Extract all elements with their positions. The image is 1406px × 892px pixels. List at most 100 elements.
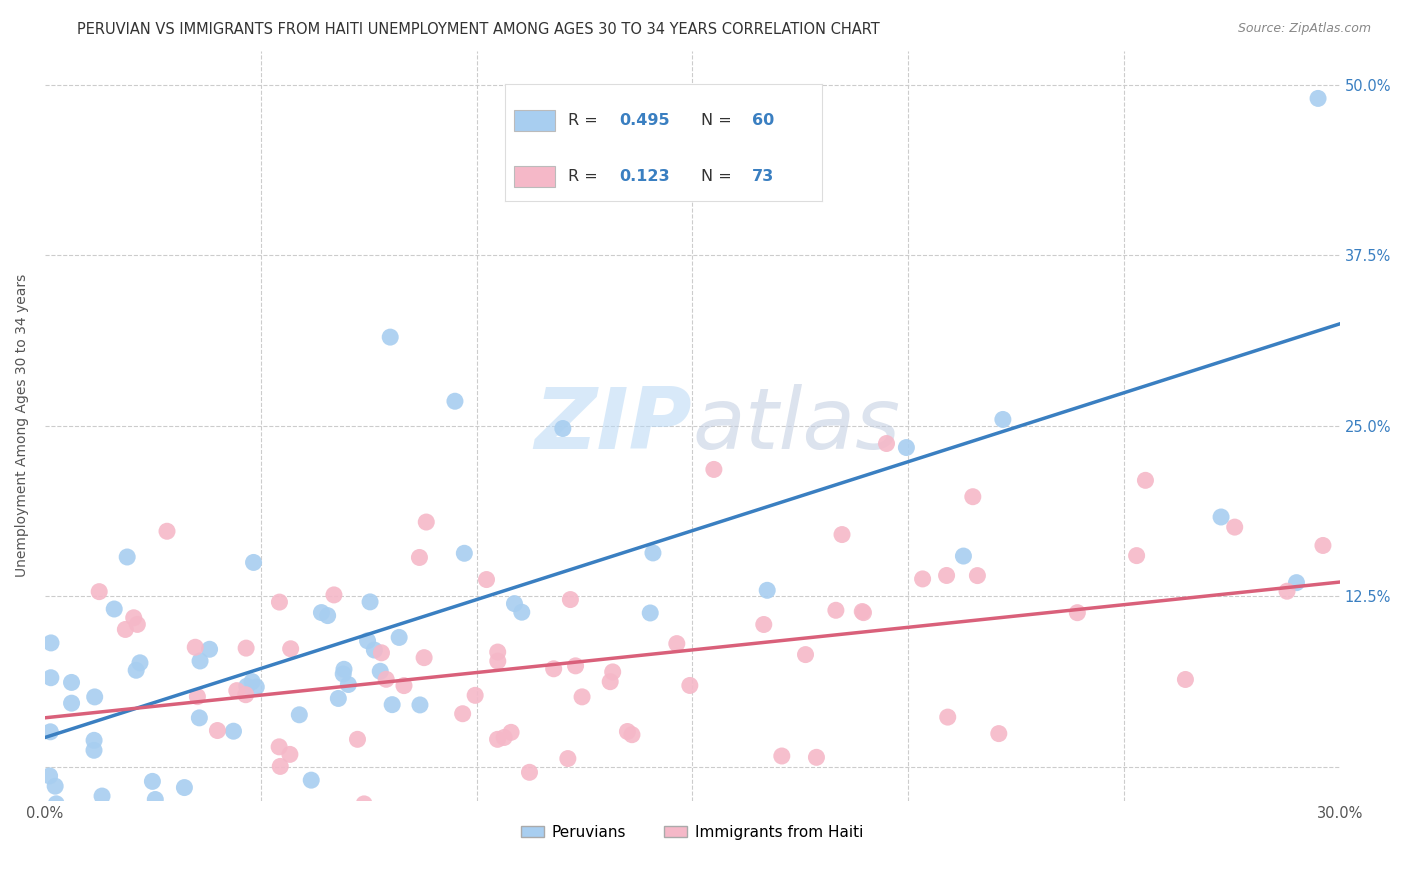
Point bbox=[60, 675, 83, 690]
Point bbox=[380, 330, 402, 344]
Point bbox=[1135, 473, 1157, 487]
Point bbox=[501, 725, 523, 739]
Point bbox=[323, 588, 346, 602]
Point bbox=[44, 779, 66, 793]
Point bbox=[114, 623, 136, 637]
Point bbox=[39, 724, 62, 739]
Point bbox=[38, 769, 60, 783]
Point bbox=[115, 549, 138, 564]
Point bbox=[60, 696, 83, 710]
Point bbox=[89, 584, 111, 599]
Point bbox=[337, 677, 360, 691]
Point bbox=[794, 648, 817, 662]
Point bbox=[679, 678, 702, 692]
Point bbox=[316, 608, 339, 623]
Point bbox=[198, 642, 221, 657]
Point bbox=[464, 689, 486, 703]
Point bbox=[269, 739, 291, 754]
Point bbox=[83, 733, 105, 747]
Point bbox=[494, 731, 516, 745]
Point bbox=[825, 603, 848, 617]
Point bbox=[752, 617, 775, 632]
Point bbox=[122, 611, 145, 625]
Point bbox=[756, 583, 779, 598]
Point bbox=[328, 691, 350, 706]
Point bbox=[770, 749, 793, 764]
Point bbox=[962, 490, 984, 504]
Point bbox=[641, 546, 664, 560]
Point bbox=[186, 690, 208, 704]
Point bbox=[392, 679, 415, 693]
Point bbox=[280, 641, 302, 656]
Point bbox=[176, 841, 198, 855]
Point bbox=[1312, 539, 1334, 553]
Point bbox=[127, 617, 149, 632]
Point bbox=[143, 792, 166, 806]
Point bbox=[235, 688, 257, 702]
Point bbox=[1066, 606, 1088, 620]
Point bbox=[987, 726, 1010, 740]
Point bbox=[503, 597, 526, 611]
Point bbox=[245, 680, 267, 694]
Point bbox=[125, 663, 148, 677]
Point bbox=[486, 645, 509, 659]
Point bbox=[475, 573, 498, 587]
Point bbox=[936, 710, 959, 724]
Point bbox=[896, 441, 918, 455]
Point bbox=[952, 549, 974, 563]
Point bbox=[557, 751, 579, 765]
Point bbox=[359, 595, 381, 609]
Text: PERUVIAN VS IMMIGRANTS FROM HAITI UNEMPLOYMENT AMONG AGES 30 TO 34 YEARS CORRELA: PERUVIAN VS IMMIGRANTS FROM HAITI UNEMPL… bbox=[77, 22, 880, 37]
Point bbox=[184, 640, 207, 655]
Point bbox=[991, 412, 1014, 426]
Point bbox=[486, 732, 509, 747]
Point bbox=[235, 641, 257, 656]
Point bbox=[188, 711, 211, 725]
Point bbox=[225, 683, 247, 698]
Point bbox=[83, 690, 105, 704]
Point bbox=[1174, 673, 1197, 687]
Point bbox=[413, 650, 436, 665]
Point bbox=[703, 462, 725, 476]
Point bbox=[415, 515, 437, 529]
Text: atlas: atlas bbox=[692, 384, 900, 467]
Point bbox=[370, 646, 392, 660]
Text: ZIP: ZIP bbox=[534, 384, 692, 467]
Point bbox=[381, 698, 404, 712]
Point bbox=[1125, 549, 1147, 563]
Point bbox=[91, 789, 114, 803]
Point bbox=[124, 841, 146, 855]
Point bbox=[806, 750, 828, 764]
Point bbox=[82, 814, 104, 829]
Point bbox=[564, 658, 586, 673]
Point bbox=[444, 394, 467, 409]
Point bbox=[269, 759, 291, 773]
Point bbox=[1223, 520, 1246, 534]
Point bbox=[620, 728, 643, 742]
Point bbox=[911, 572, 934, 586]
Point bbox=[852, 606, 875, 620]
Point bbox=[236, 679, 259, 693]
Point bbox=[83, 743, 105, 757]
Point bbox=[311, 606, 333, 620]
Point bbox=[510, 605, 533, 619]
Point bbox=[1275, 584, 1298, 599]
Point bbox=[353, 797, 375, 811]
Point bbox=[451, 706, 474, 721]
Point bbox=[356, 633, 378, 648]
Text: Source: ZipAtlas.com: Source: ZipAtlas.com bbox=[1237, 22, 1371, 36]
Point bbox=[966, 568, 988, 582]
Point bbox=[39, 636, 62, 650]
Point bbox=[222, 724, 245, 739]
Point bbox=[288, 707, 311, 722]
Point bbox=[375, 673, 398, 687]
Point bbox=[935, 568, 957, 582]
Point bbox=[977, 805, 1000, 820]
Point bbox=[363, 643, 385, 657]
Point bbox=[560, 592, 582, 607]
Point bbox=[39, 671, 62, 685]
Point bbox=[240, 674, 263, 689]
Point bbox=[156, 524, 179, 539]
Y-axis label: Unemployment Among Ages 30 to 34 years: Unemployment Among Ages 30 to 34 years bbox=[15, 274, 30, 577]
Point bbox=[1209, 510, 1232, 524]
